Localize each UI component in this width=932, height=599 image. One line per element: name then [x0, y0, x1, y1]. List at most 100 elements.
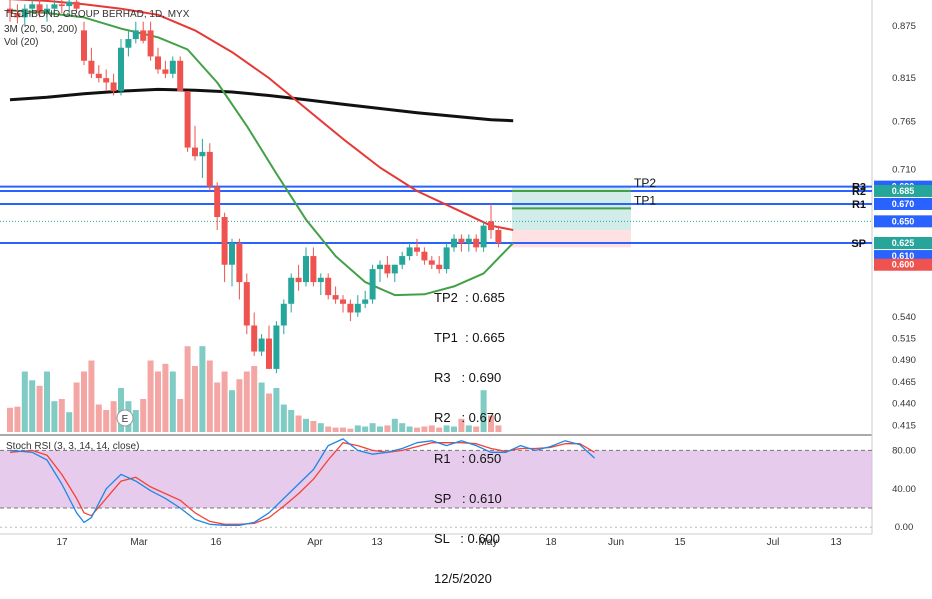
candle [88, 47, 95, 79]
badge-value: 0.610 [892, 251, 915, 261]
candle [7, 0, 13, 22]
candle [243, 273, 250, 335]
note-sl: SL : 0.600 [434, 531, 501, 547]
price-tick-label: 0.465 [892, 377, 916, 388]
candle-body [103, 78, 110, 83]
volume-bar [81, 371, 87, 432]
candle-body [406, 247, 413, 257]
price-tick-label: 0.710 [892, 164, 916, 175]
volume-bar [488, 415, 494, 432]
volume-bar [236, 379, 243, 432]
candle [421, 247, 428, 265]
candle [110, 73, 117, 96]
candle [103, 69, 110, 92]
candle [206, 143, 213, 191]
candle-body [436, 264, 443, 270]
time-tick-label: 13 [830, 537, 842, 548]
candle [303, 247, 309, 287]
candle [354, 295, 361, 317]
candle-body [280, 303, 287, 326]
candle-body [132, 30, 139, 40]
target-label-tp1: TP1 [634, 193, 656, 207]
volume-bar [421, 426, 428, 432]
volume-bar [451, 426, 457, 432]
level-label-r2: R2 [852, 186, 866, 198]
candle [81, 21, 87, 66]
volume-bar [229, 390, 235, 432]
note-sp: SP : 0.610 [434, 490, 502, 506]
candle-body [369, 269, 376, 300]
earnings-circle [116, 409, 134, 427]
volume-bar [58, 399, 65, 432]
volume-bar [51, 401, 58, 432]
candle [288, 273, 295, 313]
candle [140, 21, 147, 44]
badge-value: 0.625 [892, 238, 915, 248]
candle-body [273, 325, 280, 369]
candle [443, 243, 450, 274]
candle-body [147, 30, 154, 57]
badge-value: 0.650 [892, 216, 915, 226]
candle-body [488, 221, 494, 231]
note-date: 12/5/2020 [434, 571, 492, 587]
candle [236, 238, 243, 300]
price-badge: 0.625 [874, 237, 932, 250]
volume-bar [258, 382, 265, 432]
volume-bar [443, 425, 450, 432]
candle-body [347, 303, 354, 313]
volume-bar [36, 385, 43, 432]
candle [258, 334, 265, 356]
candle-body [325, 277, 332, 296]
volume-bar [266, 393, 272, 432]
candle [369, 264, 376, 304]
candle [155, 47, 161, 74]
candle [414, 238, 420, 257]
volume-bar [169, 371, 176, 432]
candle [377, 260, 383, 283]
price-tick-label: 0.490 [892, 355, 916, 366]
position-stop-zone [512, 230, 631, 248]
candle [399, 251, 406, 270]
candle-body [458, 238, 465, 244]
time-tick-label: 13 [371, 537, 383, 548]
volume-bar [369, 423, 376, 432]
volume-bar [251, 366, 258, 432]
candle-body [340, 299, 346, 304]
candle [458, 234, 465, 252]
stoch-tick-label: 80.00 [892, 445, 916, 456]
candle [169, 56, 176, 79]
ma-legend: 3M (20, 50, 200) [4, 24, 78, 35]
volume-bar [199, 346, 206, 432]
earnings-marker: E [116, 409, 134, 427]
candle [362, 290, 369, 309]
volume-bar [414, 427, 420, 432]
volume-bar [118, 388, 124, 432]
chart-title: TECHBOND GROUP BERHAD, 1D, MYX [4, 9, 190, 20]
candle-body [303, 256, 309, 283]
ma200-line [9, 87, 514, 123]
candle-body [391, 264, 398, 274]
candle-body [236, 243, 243, 283]
volume-bar [95, 404, 102, 432]
candle-body [169, 60, 176, 74]
candle [192, 125, 198, 161]
candle-body [332, 295, 339, 300]
candle [473, 234, 480, 252]
candle-body [88, 60, 95, 74]
candle-body [199, 151, 206, 157]
chart-canvas[interactable]: ER3R2R1SPTP2TP10.8750.8150.7650.7100.650… [0, 0, 932, 550]
volume-bar [14, 406, 21, 432]
candle [488, 203, 494, 239]
volume-bar [273, 388, 280, 432]
volume-bar [288, 410, 295, 432]
volume-bar [347, 428, 354, 432]
volume-bar [332, 427, 339, 432]
candle-body [177, 60, 184, 92]
candle-body [51, 4, 58, 9]
candle-body [414, 247, 420, 252]
price-tick-label: 0.515 [892, 334, 916, 345]
price-tick-label: 0.540 [892, 312, 916, 323]
candle-body [206, 151, 213, 187]
volume-bar [436, 427, 443, 432]
candle-body [258, 338, 265, 352]
